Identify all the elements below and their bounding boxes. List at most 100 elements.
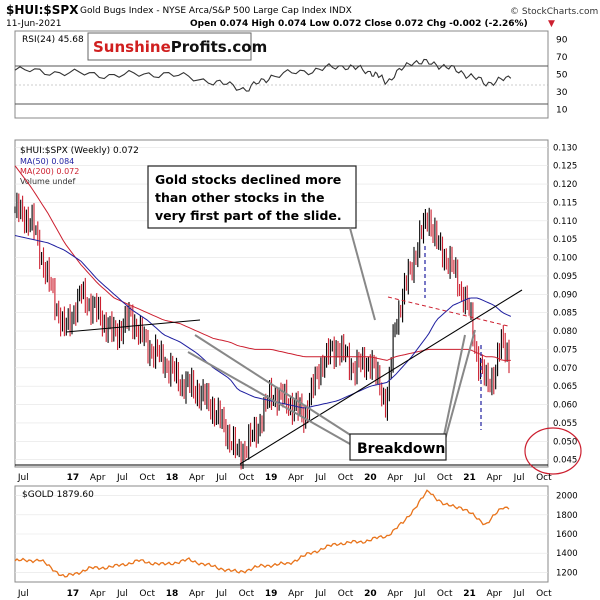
x-tick-label: 21 bbox=[463, 589, 476, 599]
note-pointer bbox=[349, 227, 376, 321]
x-tick-label: Oct bbox=[239, 473, 255, 483]
x-tick-label: 19 bbox=[265, 589, 278, 599]
note-line-1: Gold stocks declined more bbox=[155, 172, 341, 187]
legend-ma50: MA(50) 0.084 bbox=[20, 157, 74, 166]
x-tick-label: Oct bbox=[536, 589, 552, 599]
x-tick-label: Oct bbox=[536, 473, 552, 483]
x-tick-label: Apr bbox=[189, 589, 205, 599]
x-axis-top: Jul 17 Apr Jul Oct 18 Apr Jul Oct 19 Apr Jul Oct 20 Ap… bbox=[17, 473, 552, 483]
x-tick-label: 19 bbox=[265, 473, 278, 483]
x-tick-label: Apr bbox=[189, 473, 205, 483]
price-tick-label: 0.095 bbox=[553, 272, 577, 282]
gold-grid bbox=[15, 495, 548, 573]
x-tick-label: Apr bbox=[387, 473, 403, 483]
price-tick-label: 0.070 bbox=[553, 364, 577, 374]
breakdown-pointer-2 bbox=[194, 334, 353, 437]
rsi-tick-label: 90 bbox=[556, 36, 568, 46]
x-tick-label: 17 bbox=[67, 589, 80, 599]
ma50-line bbox=[14, 235, 512, 409]
x-tick-label: Apr bbox=[288, 473, 304, 483]
price-tick-label: 0.110 bbox=[553, 217, 577, 227]
logo-part-black: Profits.com bbox=[171, 38, 267, 56]
breakdown-pointer-4 bbox=[442, 334, 466, 441]
x-tick-label: 17 bbox=[67, 473, 80, 483]
x-tick-label: Oct bbox=[139, 589, 155, 599]
price-tick-label: 0.085 bbox=[553, 309, 577, 319]
x-tick-label: Apr bbox=[288, 589, 304, 599]
note-annotation: Gold stocks declined more than other sto… bbox=[147, 165, 376, 321]
price-tick-label: 0.075 bbox=[553, 345, 577, 355]
x-tick-label: Jul bbox=[116, 473, 128, 483]
rsi-label: RSI(24) 45.68 bbox=[22, 35, 84, 45]
gold-y-axis: 2000 1800 1600 1400 1200 bbox=[556, 492, 578, 579]
x-tick-label: Oct bbox=[338, 473, 354, 483]
x-tick-label: Oct bbox=[437, 473, 453, 483]
rsi-tick-label: 70 bbox=[556, 53, 568, 63]
x-tick-label: Jul bbox=[116, 589, 128, 599]
logo-part-red: Sunshine bbox=[93, 38, 171, 56]
legend-ma200: MA(200) 0.072 bbox=[20, 167, 79, 176]
x-tick-label: Oct bbox=[139, 473, 155, 483]
x-tick-label: Jul bbox=[413, 589, 425, 599]
x-tick-label: Jul bbox=[513, 589, 525, 599]
gold-label: $GOLD 1879.60 bbox=[22, 490, 94, 500]
x-tick-label: 21 bbox=[463, 473, 476, 483]
gold-tick-label: 1400 bbox=[556, 549, 578, 559]
x-tick-label: Jul bbox=[513, 473, 525, 483]
breakdown-pointer-1 bbox=[187, 351, 351, 445]
rising-support-trendline bbox=[239, 289, 523, 465]
breakdown-annotation: Breakdown bbox=[187, 329, 476, 461]
x-tick-label: Jul bbox=[17, 589, 29, 599]
x-tick-label: Apr bbox=[90, 473, 106, 483]
price-tick-label: 0.115 bbox=[553, 198, 577, 208]
price-tick-label: 0.060 bbox=[553, 401, 577, 411]
x-tick-label: Jul bbox=[215, 473, 227, 483]
chart-date: 11-Jun-2021 bbox=[6, 19, 61, 29]
price-tick-label: 0.045 bbox=[553, 456, 577, 466]
x-tick-label: Apr bbox=[486, 589, 502, 599]
price-tick-label: 0.100 bbox=[553, 254, 577, 264]
support-trendline-2017 bbox=[65, 319, 201, 333]
x-tick-label: 18 bbox=[166, 589, 179, 599]
gold-tick-label: 1600 bbox=[556, 530, 578, 540]
rsi-y-axis: 90 70 50 30 10 bbox=[556, 36, 568, 116]
price-tick-label: 0.105 bbox=[553, 235, 577, 245]
x-tick-label: Apr bbox=[486, 473, 502, 483]
x-tick-label: Jul bbox=[314, 473, 326, 483]
x-tick-label: Apr bbox=[90, 589, 106, 599]
chart-ohlc: Open 0.074 High 0.074 Low 0.072 Close 0.… bbox=[190, 19, 528, 29]
x-tick-label: Oct bbox=[239, 589, 255, 599]
legend-symbol: $HUI:$SPX (Weekly) 0.072 bbox=[20, 146, 139, 156]
x-tick-label: Apr bbox=[387, 589, 403, 599]
price-tick-label: 0.090 bbox=[553, 290, 577, 300]
x-tick-label: 18 bbox=[166, 473, 179, 483]
gold-tick-label: 1800 bbox=[556, 511, 578, 521]
watermark: © StockCharts.com bbox=[510, 7, 598, 17]
highlight-circle bbox=[524, 427, 582, 475]
x-tick-label: Jul bbox=[215, 589, 227, 599]
rsi-tick-label: 10 bbox=[556, 105, 568, 115]
x-tick-label: Jul bbox=[314, 589, 326, 599]
price-tick-label: 0.080 bbox=[553, 327, 577, 337]
x-tick-label: Oct bbox=[437, 589, 453, 599]
gold-series-line bbox=[14, 489, 510, 578]
rsi-tick-label: 50 bbox=[556, 71, 568, 81]
x-tick-label: 20 bbox=[364, 473, 377, 483]
ma200-line bbox=[14, 165, 511, 361]
breakdown-pointer-3 bbox=[442, 329, 476, 448]
price-y-axis: 0.130 0.125 0.120 0.115 0.110 0.105 0.100 0.095… bbox=[553, 143, 577, 465]
x-tick-label: 20 bbox=[364, 589, 377, 599]
price-tick-label: 0.055 bbox=[553, 419, 577, 429]
price-tick-label: 0.130 bbox=[553, 143, 577, 153]
price-tick-label: 0.120 bbox=[553, 180, 577, 190]
chg-down-marker-icon: ▼ bbox=[548, 19, 555, 29]
x-tick-label: Jul bbox=[413, 473, 425, 483]
price-tick-label: 0.125 bbox=[553, 162, 577, 172]
sunshine-profits-logo: SunshineProfits.com bbox=[87, 32, 267, 61]
rsi-series-line bbox=[14, 58, 512, 92]
price-tick-label: 0.065 bbox=[553, 382, 577, 392]
price-bars bbox=[14, 192, 510, 470]
note-line-2: than other stocks in the bbox=[155, 190, 324, 205]
x-tick-label: Oct bbox=[338, 589, 354, 599]
